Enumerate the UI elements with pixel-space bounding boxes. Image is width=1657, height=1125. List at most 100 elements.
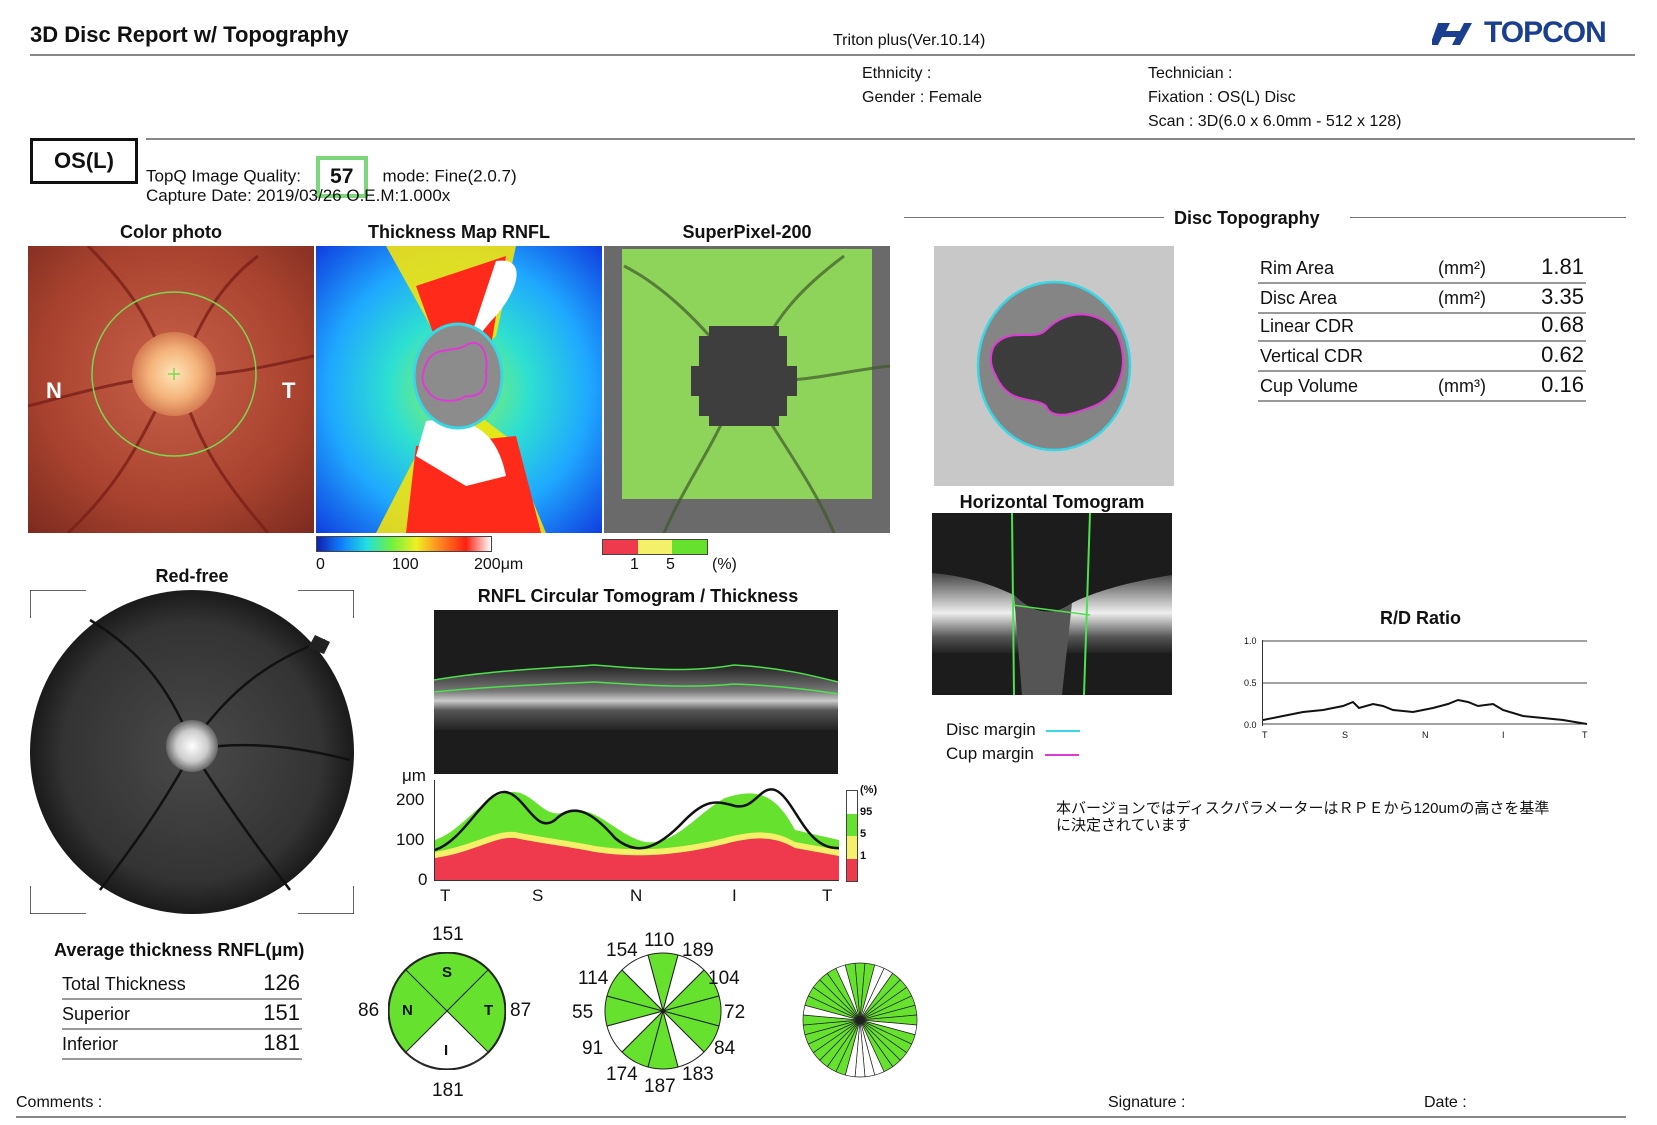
avg-label: Superior (62, 1004, 131, 1024)
clock-value-1: 189 (682, 940, 714, 961)
significance-scale (602, 539, 708, 555)
comments-label: Comments : (16, 1094, 103, 1111)
rd-xtick-i: I (1502, 730, 1505, 740)
ethnicity: Ethnicity : (862, 65, 932, 82)
rnfl-xtick-s: S (532, 886, 544, 905)
scan-mode: mode: Fine(2.0.7) (382, 166, 517, 186)
quadrant-t: T (484, 1002, 494, 1019)
avg-label: Inferior (62, 1034, 119, 1054)
disc-topography-title: Disc Topography (1174, 208, 1320, 228)
disc-margin-label: Disc margin (946, 720, 1036, 739)
quadrant-i: I (444, 1042, 449, 1059)
param-unit: (mm²) (1438, 258, 1486, 278)
param-unit: (mm³) (1438, 376, 1486, 396)
gender: Gender : Female (862, 89, 983, 106)
rnfl-tomogram-title: RNFL Circular Tomogram / Thickness (477, 586, 799, 606)
horizontal-tomogram-title: Horizontal Tomogram (959, 492, 1145, 512)
avg-value: 181 (263, 1030, 300, 1055)
rd-xtick-n: N (1422, 730, 1429, 740)
quadrant-value-bottom: 181 (432, 1080, 464, 1101)
header-divider (30, 54, 1635, 56)
rnfl-xtick-i: I (732, 886, 737, 905)
horizontal-tomogram (932, 513, 1172, 695)
signature-label: Signature : (1108, 1094, 1186, 1111)
param-row-disc-area: Disc Area (mm²) 3.35 (1258, 282, 1586, 314)
rnfl-ytick-100: 100 (396, 830, 425, 849)
quadrant-s: S (442, 964, 453, 981)
topcon-mark-icon (1432, 23, 1472, 45)
rnfl-xtick-t1: T (440, 886, 451, 905)
superpixel-title: SuperPixel-200 (682, 222, 812, 242)
quadrant-value-left: 86 (358, 1000, 380, 1021)
red-free-title: Red-free (155, 566, 229, 586)
color-fundus-photo (28, 246, 314, 533)
clock-value-7: 174 (606, 1064, 638, 1085)
disc-margin-swatch (1046, 729, 1081, 732)
clock-value-9: 55 (572, 1002, 594, 1023)
eye-badge: OS(L) (30, 138, 138, 184)
clock-value-10: 114 (578, 968, 609, 989)
red-free-photo (29, 589, 355, 915)
rnfl-xtick-n: N (630, 886, 643, 905)
avg-row-total: Total Thickness 126 (62, 968, 302, 1000)
param-row-vertical-cdr: Vertical CDR 0.62 (1258, 340, 1586, 372)
quadrant-n: N (402, 1002, 413, 1019)
thickness-map-title: Thickness Map RNFL (367, 222, 551, 242)
clock-value-4: 84 (714, 1038, 736, 1059)
software-version: Triton plus(Ver.10.14) (833, 32, 986, 49)
quality-label: TopQ Image Quality: (146, 166, 301, 186)
temporal-label: T (282, 378, 296, 403)
quadrant-chart: S N T I (387, 951, 507, 1071)
cup-margin-legend: Cup margin (946, 744, 1079, 764)
patient-info-right: Technician : Fixation : OS(L) Disc Scan … (1148, 62, 1401, 134)
quality-value: 57 (315, 156, 368, 198)
avg-value: 126 (263, 970, 300, 995)
clock-value-12: 110 (644, 930, 675, 951)
footer-divider (16, 1116, 1626, 1118)
rnfl-thickness-chart (434, 780, 840, 881)
topo-rule-left (904, 217, 1164, 218)
avg-row-inferior: Inferior 181 (62, 1028, 302, 1060)
rnfl-thickness-map (316, 246, 602, 533)
superpixel-map (604, 246, 890, 533)
clock-value-6: 187 (644, 1076, 676, 1097)
rnfl-ytick-0: 0 (418, 870, 428, 889)
rd-ytick-1: 1.0 (1244, 636, 1257, 646)
thickness-scale-max: 200μm (474, 556, 524, 573)
normative-legend-bar (846, 790, 858, 882)
param-label: Vertical CDR (1260, 346, 1364, 366)
significance-5: 5 (666, 556, 675, 573)
avg-row-superior: Superior 151 (62, 998, 302, 1030)
color-photo-title: Color photo (120, 222, 222, 242)
avg-label: Total Thickness (62, 974, 186, 994)
rd-xtick-t1: T (1262, 730, 1268, 740)
cup-margin-swatch (1044, 753, 1079, 756)
clock-value-2: 104 (708, 968, 740, 989)
normative-legend-1: 1 (860, 850, 867, 862)
brand-name: TOPCON (1484, 16, 1607, 49)
rnfl-xtick-t2: T (822, 886, 833, 905)
rnfl-ytick-200: 200 (396, 790, 425, 809)
param-value: 0.16 (1541, 372, 1584, 397)
param-row-linear-cdr: Linear CDR 0.68 (1258, 310, 1586, 342)
report-title: 3D Disc Report w/ Topography (30, 22, 349, 47)
disc-topography-map (934, 246, 1174, 486)
quadrant-value-right: 87 (510, 1000, 532, 1021)
param-value: 3.35 (1541, 284, 1584, 309)
param-value: 1.81 (1541, 254, 1584, 279)
sector-wedge (844, 962, 861, 1021)
param-unit: (mm²) (1438, 288, 1486, 308)
rnfl-y-unit: μm (402, 766, 426, 785)
rd-ratio-chart (1262, 640, 1588, 726)
cup-margin-label: Cup margin (946, 744, 1034, 763)
thickness-color-scale (316, 536, 492, 552)
date-label: Date : (1424, 1094, 1467, 1111)
scan-info: Scan : 3D(6.0 x 6.0mm - 512 x 128) (1148, 113, 1402, 130)
significance-percent: (%) (712, 556, 737, 573)
rd-ratio-title: R/D Ratio (1380, 608, 1461, 628)
param-row-rim-area: Rim Area (mm²) 1.81 (1258, 252, 1586, 284)
param-value: 0.62 (1541, 342, 1584, 367)
technician: Technician : (1148, 65, 1233, 82)
avg-value: 151 (263, 1000, 300, 1025)
nasal-label: N (46, 378, 62, 403)
